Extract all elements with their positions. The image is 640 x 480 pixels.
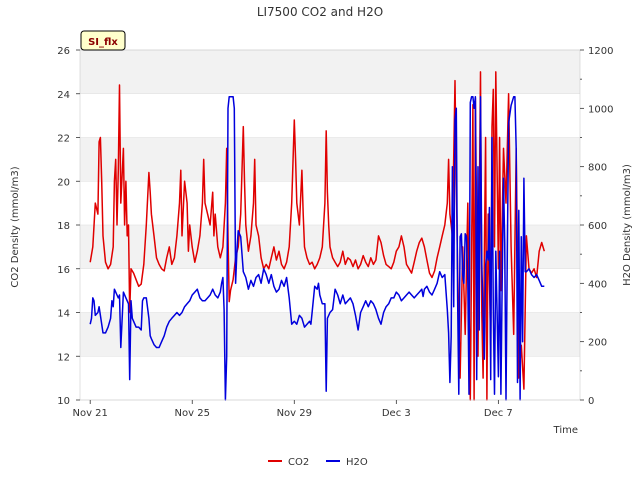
x-tick-label: Dec 7	[484, 408, 513, 419]
right-tick-label: 200	[588, 338, 607, 349]
x-tick-label: Nov 29	[277, 408, 312, 419]
right-tick-label: 800	[588, 163, 607, 174]
x-axis-ticks: Nov 21 Nov 25 Nov 29 Dec 3 Dec 7	[72, 400, 513, 419]
left-tick-label: 22	[57, 134, 70, 145]
right-axis-label: H2O Density (mmol/m3)	[622, 164, 633, 286]
left-tick-label: 26	[57, 46, 70, 57]
left-tick-label: 12	[57, 352, 70, 363]
co2-series-line	[89, 71, 546, 401]
h2o-series-line	[89, 95, 545, 401]
right-tick-label: 0	[588, 396, 594, 407]
left-tick-label: 24	[57, 90, 70, 101]
left-tick-label: 10	[57, 396, 70, 407]
site-badge-label: SI_flx	[88, 37, 118, 48]
left-tick-label: 18	[57, 221, 70, 232]
right-tick-label: 1200	[588, 46, 613, 57]
x-axis-label: Time	[553, 425, 578, 436]
legend-h2o-label: H2O	[346, 457, 368, 468]
right-tick-label: 600	[588, 221, 607, 232]
left-axis-label: CO2 Density (mmol/m3)	[10, 166, 21, 287]
left-axis-ticks: 10 12 14 16 18 20 22 24 26	[57, 46, 80, 407]
legend: CO2 H2O	[268, 457, 368, 468]
x-tick-label: Nov 25	[175, 408, 210, 419]
right-tick-label: 400	[588, 279, 607, 290]
left-tick-label: 20	[57, 177, 70, 188]
chart-title: LI7500 CO2 and H2O	[257, 5, 383, 19]
right-axis-ticks: 0 200 400 600 800 1000 1200	[580, 46, 613, 407]
plot-band	[80, 50, 580, 94]
left-tick-label: 16	[57, 265, 70, 276]
site-badge: SI_flx	[80, 30, 126, 51]
series-layer	[89, 71, 546, 401]
left-tick-label: 14	[57, 309, 70, 320]
x-tick-label: Dec 3	[382, 408, 411, 419]
x-tick-label: Nov 21	[72, 408, 107, 419]
site-badge-box	[80, 30, 126, 51]
right-tick-label: 1000	[588, 104, 613, 115]
legend-co2-label: CO2	[288, 457, 309, 468]
